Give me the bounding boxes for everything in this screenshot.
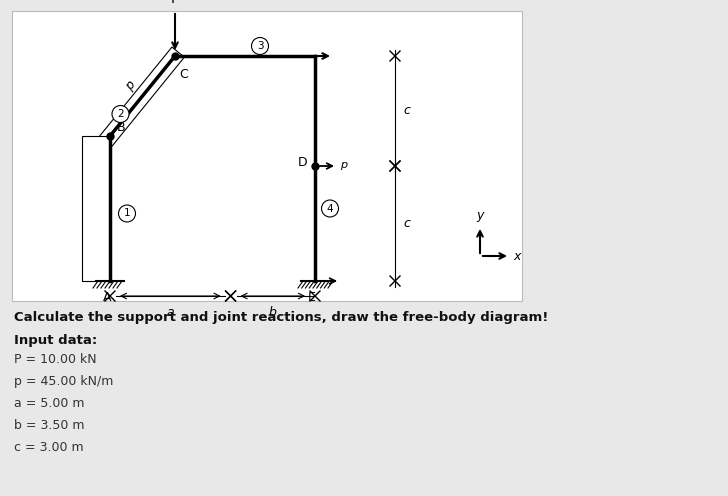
Text: p: p [90,204,103,212]
Text: E: E [308,291,316,304]
Text: p: p [122,79,138,93]
Text: 1: 1 [124,208,130,219]
Text: y: y [476,209,483,222]
Text: a: a [167,306,174,319]
Text: B: B [117,121,126,134]
Polygon shape [96,47,184,150]
Text: p: p [340,160,347,170]
Circle shape [112,106,129,123]
Text: c: c [403,105,410,118]
Circle shape [119,205,135,222]
Text: P: P [171,0,179,6]
Circle shape [322,200,339,217]
Text: C: C [179,68,188,81]
Text: b = 3.50 m: b = 3.50 m [14,419,84,432]
Text: p = 45.00 kN/m: p = 45.00 kN/m [14,375,114,388]
Bar [82,136,110,281]
Text: P = 10.00 kN: P = 10.00 kN [14,353,97,366]
Text: c: c [403,217,410,230]
Text: a = 5.00 m: a = 5.00 m [14,397,84,410]
Text: A: A [103,291,111,304]
Text: Input data:: Input data: [14,334,98,347]
Text: b: b [269,306,277,319]
Text: D: D [297,157,307,170]
Text: x: x [513,249,521,262]
Text: 2: 2 [117,109,124,119]
Text: 4: 4 [327,203,333,213]
Text: 3: 3 [257,41,264,51]
Text: c = 3.00 m: c = 3.00 m [14,441,84,454]
Circle shape [251,38,269,55]
FancyBboxPatch shape [12,11,522,301]
Text: Calculate the support and joint reactions, draw the free-body diagram!: Calculate the support and joint reaction… [14,311,548,324]
